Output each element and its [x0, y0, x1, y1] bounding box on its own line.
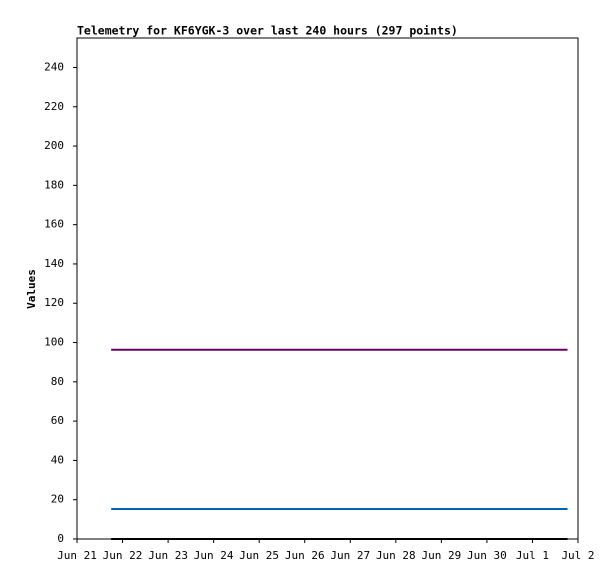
y-tick-label: 240	[44, 60, 64, 73]
y-tick-label: 200	[44, 139, 64, 152]
y-tick-label: 100	[44, 336, 64, 349]
x-tick-label: Jun 28	[376, 549, 416, 562]
x-tick-label: Jul 1	[516, 549, 549, 562]
chart-title: Telemetry for KF6YGK-3 over last 240 hou…	[77, 24, 458, 38]
y-axis-label: Values	[25, 269, 38, 309]
y-tick-label: 40	[51, 453, 64, 466]
x-tick-label: Jun 21	[57, 549, 97, 562]
y-tick-label: 140	[44, 257, 64, 270]
y-tick-label: 120	[44, 296, 64, 309]
y-tick-label: 20	[51, 493, 64, 506]
y-tick-label: 220	[44, 100, 64, 113]
x-tick-label: Jun 30	[467, 549, 507, 562]
y-tick-label: 80	[51, 375, 64, 388]
y-tick-label: 160	[44, 218, 64, 231]
plot-frame	[76, 37, 579, 540]
x-tick-label: Jul 2	[561, 549, 594, 562]
x-tick-label: Jun 24	[194, 549, 234, 562]
x-tick-label: Jun 26	[285, 549, 325, 562]
y-tick-label: 180	[44, 178, 64, 191]
y-tick-label: 60	[51, 414, 64, 427]
x-tick-label: Jun 27	[330, 549, 370, 562]
x-tick-label: Jun 29	[421, 549, 461, 562]
x-tick-label: Jun 22	[103, 549, 143, 562]
x-tick-label: Jun 25	[239, 549, 279, 562]
y-tick-label: 0	[57, 532, 64, 545]
x-tick-label: Jun 23	[148, 549, 188, 562]
